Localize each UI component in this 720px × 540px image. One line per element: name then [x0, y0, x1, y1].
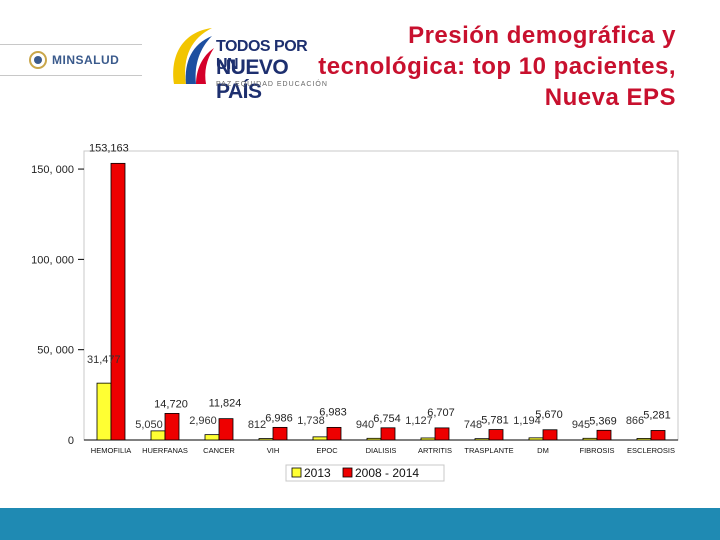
- data-label-2013: 812: [248, 419, 266, 431]
- data-label-2008-2014: 6,983: [319, 406, 347, 418]
- data-label-2008-2014: 14,720: [154, 398, 188, 410]
- header-rule-bottom: [0, 75, 142, 76]
- bar-2008-2014-esclerosis: [650, 430, 666, 441]
- footer-bar: [0, 508, 720, 540]
- data-label-2013: 866: [626, 415, 644, 427]
- x-tick-label: ESCLEROSIS: [627, 446, 675, 455]
- y-tick-label: 150, 000: [31, 164, 74, 176]
- data-label-2013: 31,477: [87, 354, 121, 366]
- bar-chart: 0 50, 000 100, 000 150, 000 31,477 153,163 HEM…: [31, 142, 679, 482]
- legend-swatch-2013: [291, 467, 302, 478]
- x-tick-label: DM: [537, 446, 549, 455]
- data-label-2008-2014: 5,670: [535, 409, 563, 421]
- bar-2008-2014-epoc: [326, 426, 342, 441]
- minsalud-logo-text: MINSALUD: [52, 53, 120, 67]
- header-rule-top: [0, 44, 142, 45]
- data-label-2013: 1,194: [513, 415, 541, 427]
- x-tick-label: DIALISIS: [366, 446, 397, 455]
- bar-2008-2014-dm: [542, 429, 558, 441]
- data-label-2013: 940: [356, 419, 374, 431]
- data-label-2008-2014: 11,824: [209, 398, 242, 410]
- data-label-2008-2014: 6,986: [265, 412, 293, 424]
- legend-label-2008-2014: 2008 - 2014: [355, 466, 419, 480]
- data-label-2008-2014: 5,281: [643, 409, 671, 421]
- bar-2008-2014-hemofilia: [110, 162, 126, 441]
- y-tick-label: 100, 000: [31, 254, 74, 266]
- bar-2008-2014-huerfanas: [164, 413, 180, 441]
- bar-2013-epoc: [312, 436, 328, 441]
- legend-label-2013: 2013: [304, 466, 331, 480]
- bar-2013-cancer: [204, 434, 220, 441]
- legend-swatch-2008-2014: [342, 467, 353, 478]
- plot-area: [83, 150, 679, 441]
- campaign-logo: TODOS POR UN NUEVO PAÍS PAZ EQUIDAD EDUC…: [168, 20, 328, 103]
- bar-2013-dm: [528, 437, 544, 441]
- y-tick-label: 0: [68, 435, 74, 447]
- x-tick-label: EPOC: [316, 446, 338, 455]
- y-tick-label: 50, 000: [37, 345, 74, 357]
- data-label-2008-2014: 6,754: [373, 413, 401, 425]
- bar-2013-hemofilia: [96, 382, 112, 441]
- data-label-2013: 748: [464, 419, 482, 431]
- bar-2008-2014-trasplante: [488, 429, 504, 441]
- campaign-swoosh-icon: [173, 28, 214, 84]
- bar-2013-trasplante: [474, 438, 490, 441]
- campaign-logo-line3: PAZ EQUIDAD EDUCACIÓN: [216, 81, 328, 88]
- data-label-2008-2014: 153,163: [89, 142, 129, 154]
- bar-2013-dialisis: [366, 437, 382, 441]
- x-tick-label: VIH: [267, 446, 280, 455]
- bar-2008-2014-fibrosis: [596, 429, 612, 441]
- x-tick-label: HEMOFILIA: [91, 446, 131, 455]
- campaign-logo-line1: TODOS POR UN: [216, 38, 308, 73]
- data-label-2013: 945: [572, 419, 590, 431]
- bar-2008-2014-artritis: [434, 427, 450, 441]
- legend-box: [285, 464, 445, 482]
- bar-2013-fibrosis: [582, 437, 598, 441]
- bar-2013-esclerosis: [636, 438, 652, 441]
- bar-2008-2014-vih: [272, 426, 288, 441]
- x-tick-label: ARTRITIS: [418, 446, 452, 455]
- data-label-2008-2014: 5,369: [589, 415, 617, 427]
- bar-2008-2014-dialisis: [380, 427, 396, 441]
- coat-of-arms-icon: [29, 51, 47, 69]
- x-tick-label: HUERFANAS: [142, 446, 188, 455]
- minsalud-logo: MINSALUD: [28, 50, 119, 70]
- data-label-2013: 1,127: [405, 415, 433, 427]
- slide-title: Presión demográfica y tecnológica: top 1…: [318, 22, 676, 111]
- bar-2008-2014-cancer: [218, 418, 234, 441]
- x-tick-label: FIBROSIS: [579, 446, 614, 455]
- bar-2013-vih: [258, 438, 274, 441]
- campaign-logo-line2: NUEVO PAÍS: [216, 56, 289, 103]
- bar-2013-artritis: [420, 437, 436, 441]
- x-tick-label: TRASPLANTE: [464, 446, 513, 455]
- data-label-2013: 1,738: [297, 415, 325, 427]
- data-label-2013: 2,960: [189, 415, 217, 427]
- data-label-2008-2014: 6,707: [427, 407, 455, 419]
- data-label-2013: 5,050: [135, 419, 163, 431]
- x-tick-label: CANCER: [203, 446, 235, 455]
- bar-2013-huerfanas: [150, 430, 166, 441]
- data-label-2008-2014: 5,781: [481, 415, 509, 427]
